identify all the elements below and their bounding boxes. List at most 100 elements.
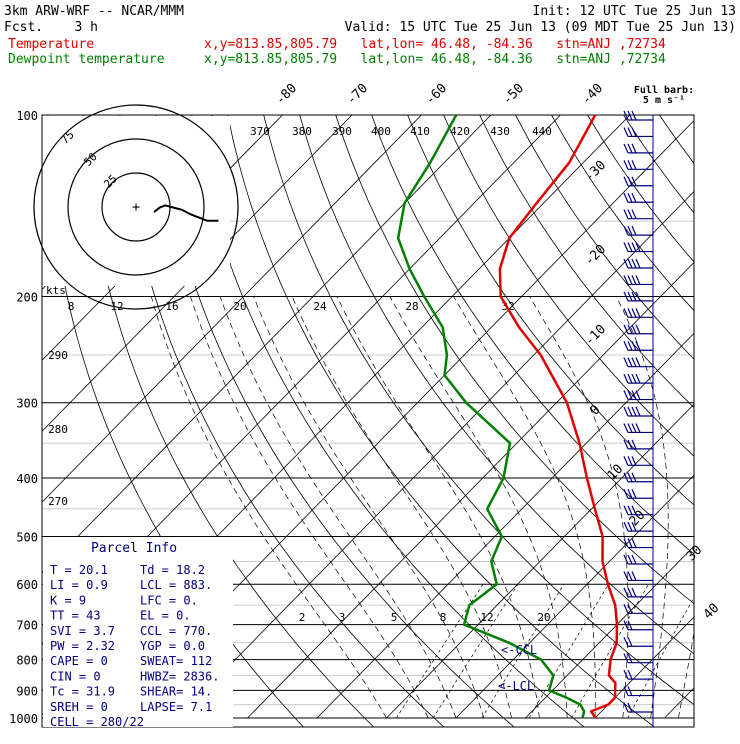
wind-barb <box>624 687 653 696</box>
dry-adiabat-line <box>624 115 740 731</box>
moist-adiabat-label: 28 <box>405 300 418 313</box>
isotherm-label: -80 <box>273 81 300 108</box>
isotherm-line <box>178 115 740 718</box>
parcel-info-right-value: LFC = 0. <box>140 593 198 607</box>
parcel-info-right-value: LAPSE= 7.1 <box>140 700 212 714</box>
parcel-info-left-value: SVI = 3.7 <box>50 624 115 638</box>
moist-adiabat-label: 24 <box>313 300 327 313</box>
parcel-info-left-value: SREH = 0 <box>50 700 108 714</box>
hodograph-origin-marker: + <box>132 200 140 215</box>
wind-barb-feather <box>628 407 632 416</box>
wind-barb <box>624 423 653 432</box>
wind-barb-feather <box>628 555 632 564</box>
wind-barb-feather <box>628 637 632 646</box>
wind-barb-feather <box>624 325 628 334</box>
wind-barb <box>624 473 653 482</box>
mixing-ratio-label: 5 <box>391 611 398 624</box>
dry-adiabat-line <box>731 115 740 731</box>
parcel-info-right-value: YGP = 0.0 <box>140 639 205 653</box>
wind-barb-feather <box>628 144 632 153</box>
wind-barb-feather <box>636 308 640 317</box>
moist-adiabat-label: 8 <box>68 300 75 313</box>
wind-barb <box>624 177 653 186</box>
wind-barb-feather <box>632 555 636 564</box>
isotherm-label: -70 <box>344 81 371 108</box>
dry-adiabat-line <box>552 115 740 731</box>
isotherm-label: -60 <box>423 81 450 108</box>
wind-barb <box>624 226 653 235</box>
isotherm-line <box>248 115 740 718</box>
wind-barb-feather <box>632 374 636 383</box>
dry-adiabat-line <box>695 115 740 731</box>
wind-barb-feather <box>628 440 632 449</box>
wind-barb-feather <box>628 210 632 219</box>
wind-barb-feather <box>632 226 636 235</box>
wind-barb-feather <box>628 456 632 465</box>
wind-barb-feather <box>636 275 640 284</box>
wind-barb-feather <box>636 325 640 334</box>
parcel-info-right-value: CCL = 770. <box>140 624 212 638</box>
wind-barb-feather <box>632 160 636 169</box>
wind-barb-feather <box>624 243 628 252</box>
wind-barb-feather <box>632 489 636 498</box>
temperature-legend-location: x,y=813.85,805.79 lat,lon= 46.48, -84.36… <box>204 37 666 52</box>
wind-barb-feather <box>636 423 640 432</box>
mixing-ratio-label: 2 <box>299 611 306 624</box>
dry-adiabat-line <box>336 115 740 731</box>
pressure-tick-label: 300 <box>16 397 38 411</box>
theta-label: 400 <box>371 125 391 138</box>
wind-barb <box>624 637 653 646</box>
moist-adiabat-line <box>254 297 484 719</box>
wind-barb <box>624 275 653 284</box>
init-time: Init: 12 UTC Tue 25 Jun 13 <box>533 4 737 19</box>
isotherm-label: 0 <box>587 402 603 418</box>
moist-adiabat-line <box>678 297 717 719</box>
wind-barb-feather <box>628 423 632 432</box>
dry-adiabat-line <box>516 115 740 731</box>
wind-barb-feather <box>628 177 632 186</box>
wind-barb-feather <box>632 325 636 334</box>
wind-barb-feather <box>632 456 636 465</box>
parcel-info-left-value: K = 9 <box>50 593 86 607</box>
wind-barb-feather <box>628 127 632 136</box>
parcel-info-left-value: CIN = 0 <box>50 669 101 683</box>
wind-barb-feather <box>624 506 628 515</box>
wind-barb-feather <box>636 374 640 383</box>
wind-barb-feather <box>632 358 636 367</box>
wind-barb <box>624 670 653 679</box>
wind-barb-feather <box>632 127 636 136</box>
wind-barb-feather <box>636 259 640 268</box>
wind-barb <box>624 243 653 252</box>
moist-adiabat-line <box>390 297 567 719</box>
isotherm-label: -40 <box>579 81 606 108</box>
wind-barb <box>624 489 653 498</box>
wind-barb <box>624 440 653 449</box>
theta-label: 430 <box>490 125 510 138</box>
pressure-tick-label: 700 <box>16 619 38 633</box>
wind-barb-feather <box>624 522 628 531</box>
temperature-legend-label: Temperature <box>8 37 94 52</box>
wind-barb <box>624 571 653 580</box>
theta-label: 380 <box>292 125 312 138</box>
ccl-marker: <-CCL <box>501 643 537 657</box>
wind-barb-feather <box>624 423 628 432</box>
wind-barb-feather <box>632 473 636 482</box>
moist-adiabat-line <box>292 297 512 719</box>
left-theta-label: 270 <box>48 495 68 508</box>
wind-barb-feather <box>624 440 628 449</box>
parcel-info-left-value: CELL = 280/22 <box>50 715 144 729</box>
wind-barb-feather <box>628 374 632 383</box>
wind-barb <box>624 144 653 153</box>
parcel-info-left-value: Tc = 31.9 <box>50 685 115 699</box>
theta-label: 390 <box>332 125 352 138</box>
isotherm-line <box>665 115 740 718</box>
mixing-ratio-label: 3 <box>339 611 346 624</box>
dry-adiabat-line <box>300 115 740 731</box>
isotherm-label: -50 <box>500 81 527 108</box>
isotherm-label: 40 <box>701 601 723 623</box>
pressure-tick-label: 100 <box>16 109 38 123</box>
forecast-hour: Fcst. 3 h <box>4 20 98 35</box>
theta-label: 440 <box>532 125 552 138</box>
barb-legend-value: 5 m s⁻¹ <box>643 95 685 106</box>
